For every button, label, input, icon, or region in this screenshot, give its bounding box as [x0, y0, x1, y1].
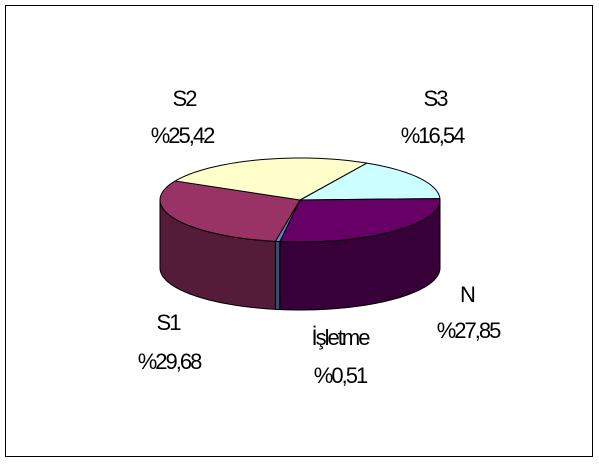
pie-tops	[159, 157, 441, 243]
pie-side-i-sletme	[274, 240, 281, 311]
slice-label-n: N	[460, 282, 475, 307]
slice-label-s2: S2	[173, 86, 198, 111]
pie-slice-s3	[299, 162, 441, 201]
slice-value-s1: %29,68	[138, 349, 202, 374]
slice-label-s1: S1	[157, 310, 182, 335]
pie-slice-n	[279, 198, 441, 243]
slice-value-isletme: %0,51	[314, 363, 368, 388]
slice-label-s3: S3	[424, 86, 449, 111]
slice-label-isletme: İşletme	[312, 325, 371, 350]
slice-value-s2: %25,42	[151, 123, 215, 148]
slice-value-n: %27,85	[437, 318, 501, 343]
slice-value-s3: %16,54	[401, 123, 465, 148]
pie-slice-s2	[174, 157, 368, 201]
pie-slice-s1	[159, 180, 301, 242]
